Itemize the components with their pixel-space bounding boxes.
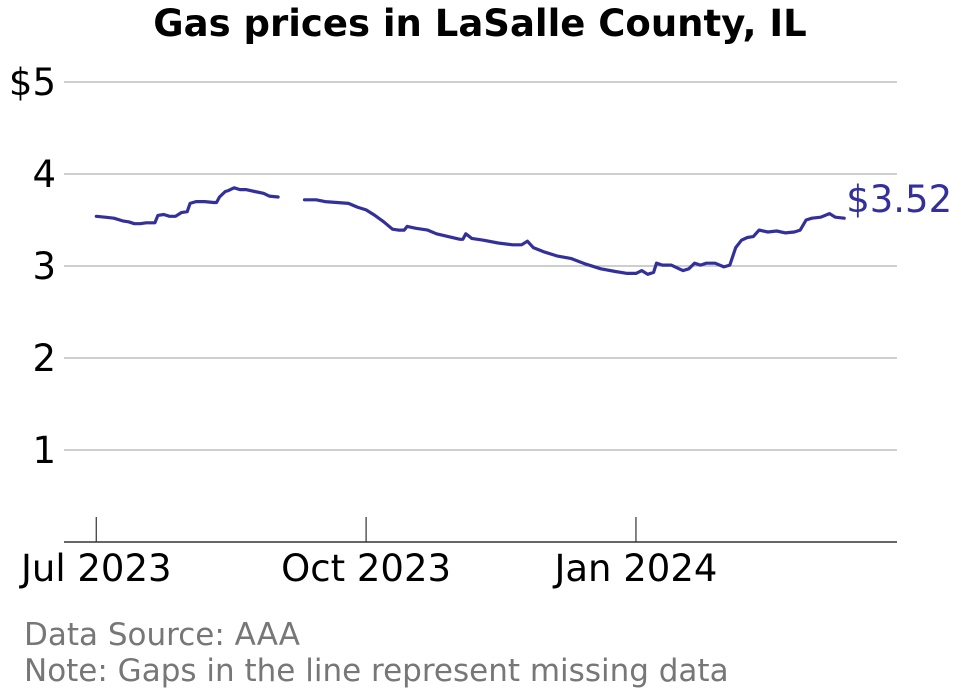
y-tick-label: 3	[32, 245, 56, 288]
x-tick-label: Jul 2023	[19, 547, 172, 590]
chart-title: Gas prices in LaSalle County, IL	[153, 2, 807, 45]
last-value-label: $3.52	[846, 178, 952, 221]
y-tick-label: 1	[32, 429, 56, 472]
y-tick-label: 2	[32, 337, 56, 380]
annotations: 1 2 3 4 $5 Jul 2023 Oct 2023 Jan 2024 $3.52	[9, 61, 952, 590]
x-tick-label: Oct 2023	[281, 547, 451, 590]
data-source-note: Data Source: AAA	[24, 617, 300, 653]
price-line-segment-2	[302, 198, 846, 276]
y-tick-label: 4	[32, 153, 56, 196]
x-axis	[64, 517, 897, 543]
x-tick-label: Jan 2024	[552, 547, 717, 590]
y-tick-label: $5	[9, 61, 56, 104]
gridlines	[64, 81, 897, 451]
gaps-note: Note: Gaps in the line represent missing…	[24, 653, 729, 689]
series-price-line	[94, 186, 846, 276]
price-line-segment-1	[94, 186, 280, 226]
